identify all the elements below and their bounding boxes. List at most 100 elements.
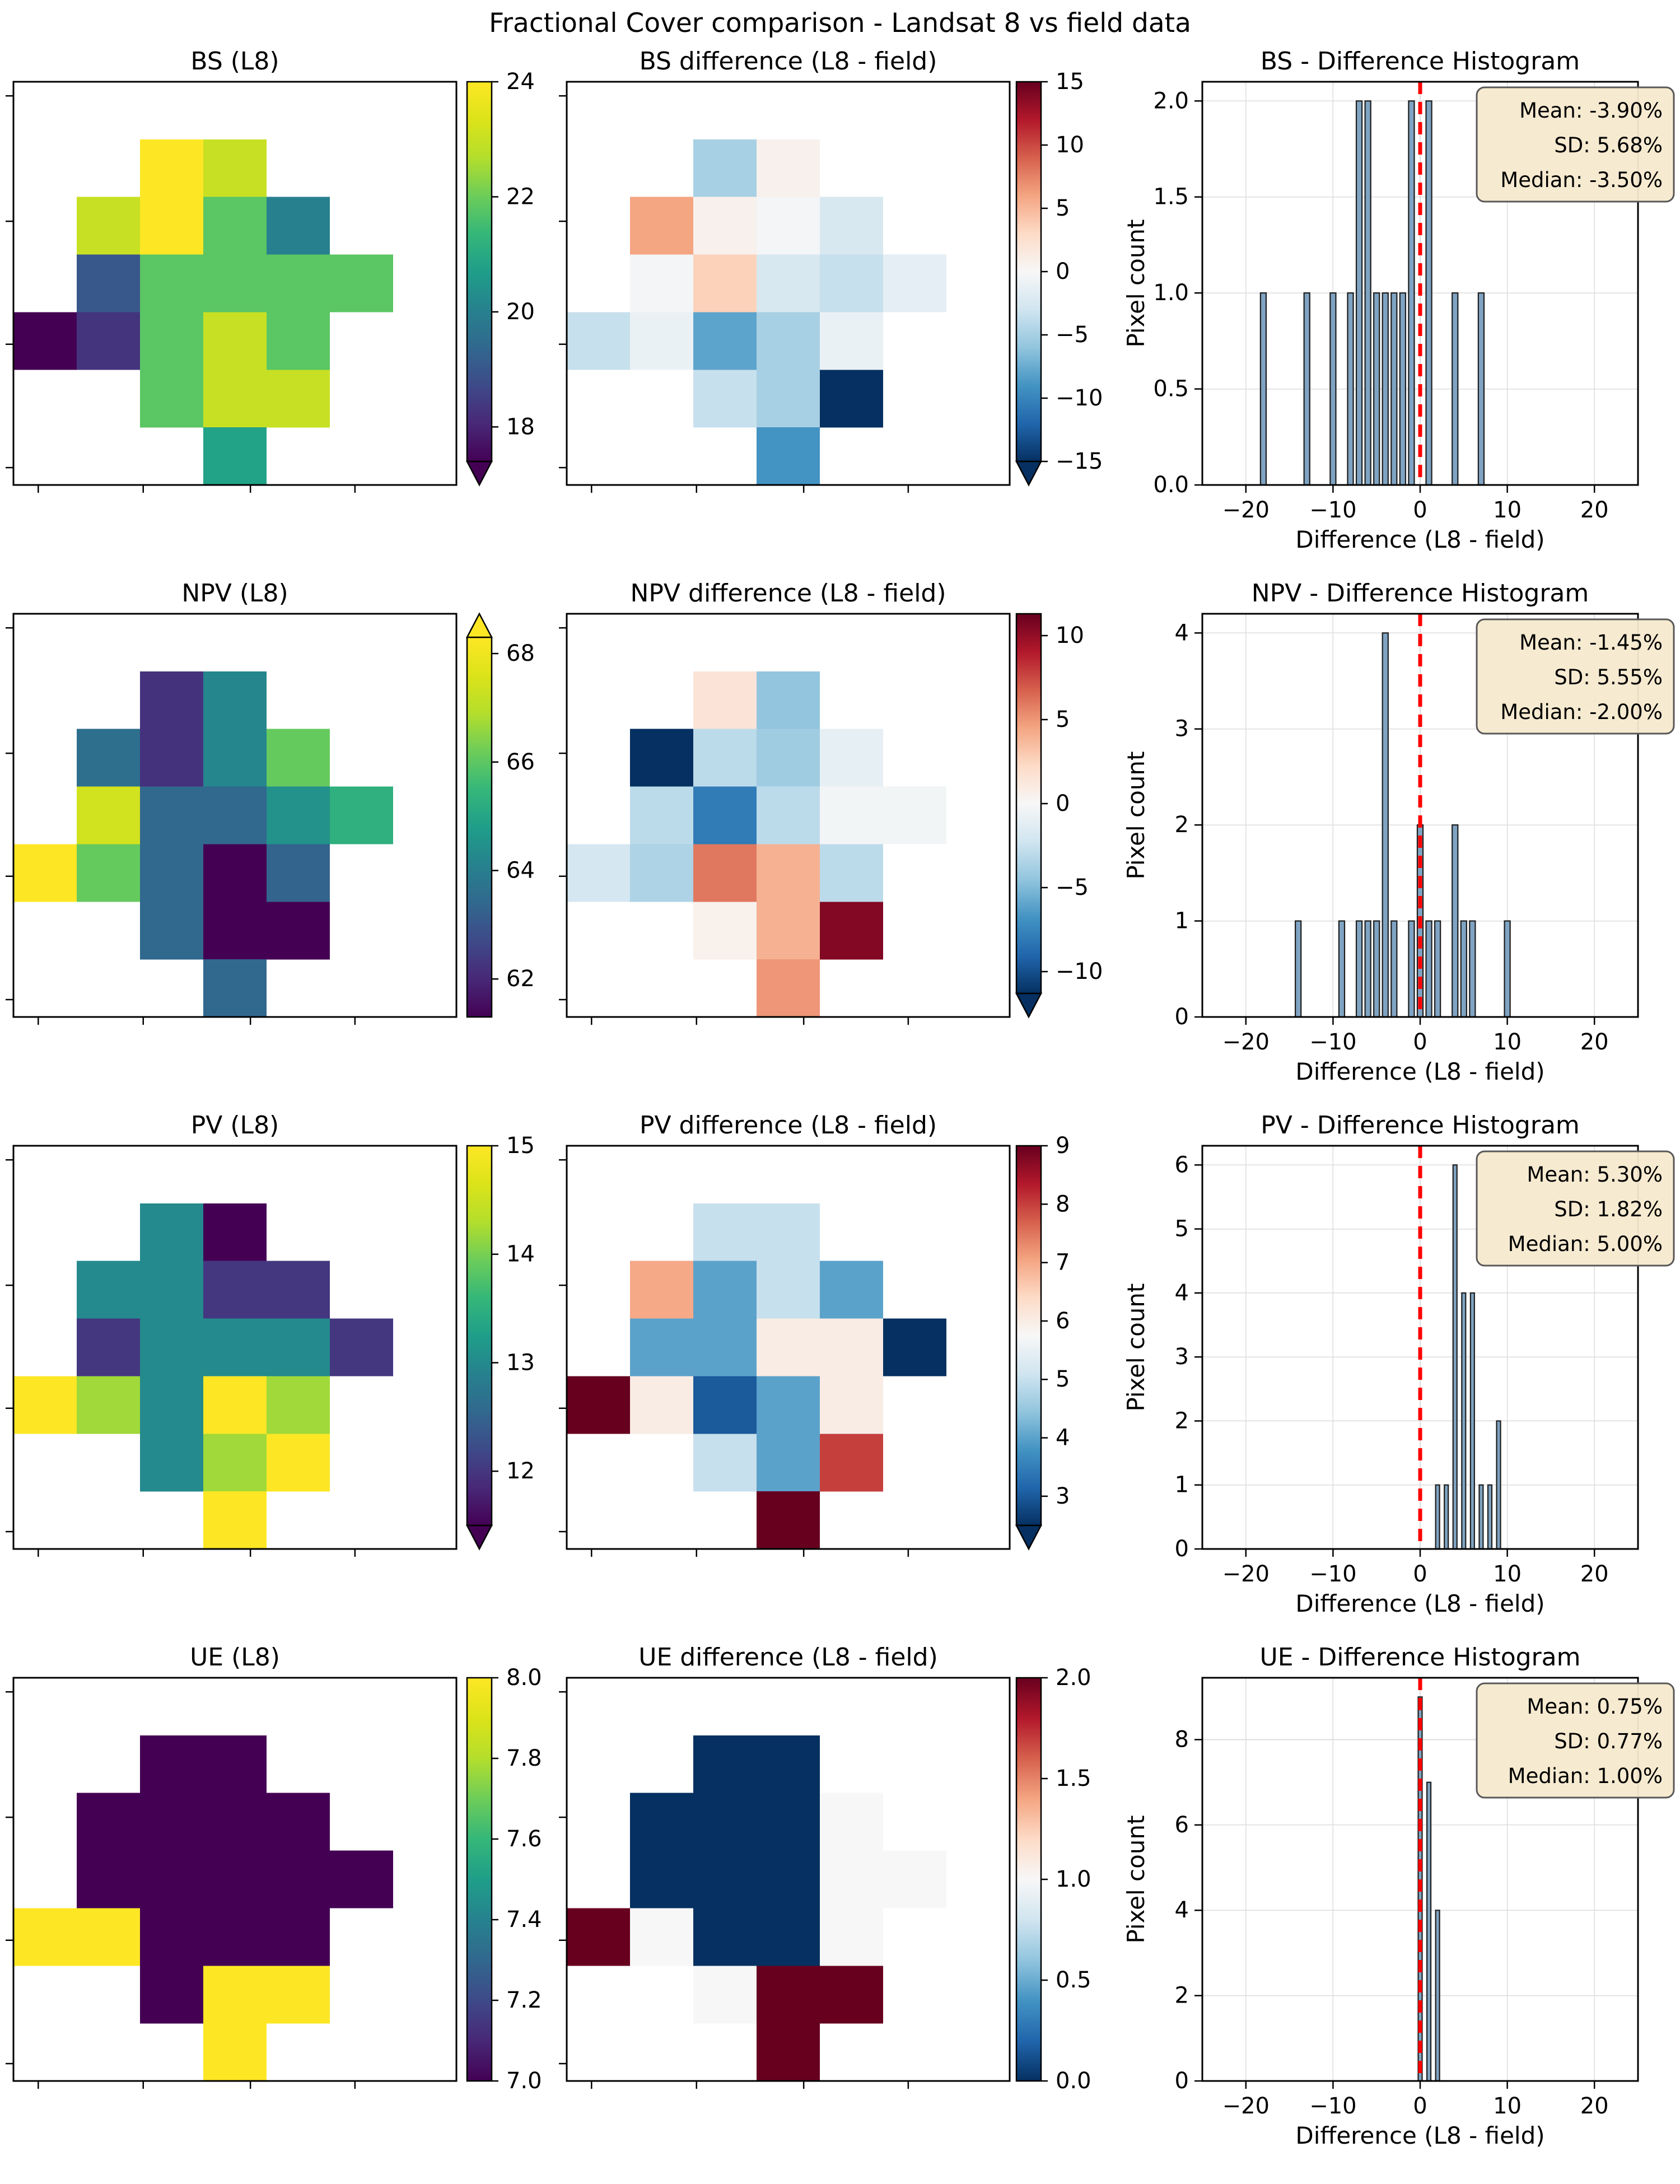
axes-frame: [12, 1145, 458, 1550]
axes-frame: [12, 1677, 458, 2082]
colorbar-arrow-min: [1015, 992, 1043, 1019]
panel-title: PV (L8): [191, 1111, 279, 1140]
heatmap-cell: [757, 1318, 820, 1376]
heatmap-cell: [203, 1908, 267, 1966]
panel-pv-hist: PV - Difference Histogram −20 −10 0 10 20 0 1 2 3…: [1122, 1111, 1675, 1617]
y-tick-label: 4: [1175, 1897, 1189, 1923]
heatmap-cell: [267, 197, 330, 255]
heatmap-cell: [757, 139, 820, 197]
heatmap-cell: [630, 312, 693, 370]
histogram-bar: [1434, 920, 1441, 1018]
heatmap-cell: [13, 1376, 77, 1434]
heatmap-cell: [757, 844, 820, 902]
heatmap-cell: [140, 1203, 203, 1261]
panel-title: UE (L8): [190, 1643, 280, 1672]
y-tick-label: 0: [1175, 1536, 1189, 1562]
heatmap-cell: [203, 844, 267, 902]
heatmap-cell: [267, 1793, 330, 1851]
panel-ue-l8: UE (L8) 8.0 7.8 7.6 7.4 7.2 7.0: [6, 1643, 542, 2094]
colorbar-tick-label: 5: [1056, 1366, 1070, 1392]
y-axis-label: Pixel count: [1122, 220, 1150, 348]
panel-title: UE - Difference Histogram: [1260, 1643, 1581, 1672]
x-tick-label: 10: [1493, 497, 1522, 523]
heatmap-cell: [77, 1261, 140, 1319]
histogram-bar: [1477, 292, 1485, 486]
heatmap-cell: [77, 312, 140, 370]
colorbar-tick-label: 7.8: [506, 1746, 542, 1771]
heatmap-cell: [77, 729, 140, 787]
colorbar-tick-label: 20: [506, 299, 535, 325]
colorbar: [1015, 81, 1042, 463]
heatmap-cell: [630, 786, 693, 844]
colorbar-tick-label: 8: [1056, 1191, 1070, 1217]
panel-ue-diff: UE difference (L8 - field) 2.0 1.5 1.0 0.5 0.…: [559, 1643, 1091, 2094]
colorbar-tick-label: 24: [506, 69, 535, 95]
x-tick-label: 0: [1413, 1029, 1427, 1055]
heatmap-cell: [203, 1318, 267, 1376]
colorbar-tick-label: 12: [506, 1458, 535, 1484]
heatmap-cell: [203, 729, 267, 787]
heatmap-cell: [203, 370, 267, 428]
x-tick-label: 20: [1580, 1029, 1609, 1055]
stats-line: SD: 5.55%: [1554, 665, 1663, 689]
heatmap-cell: [693, 1908, 757, 1966]
axes-frame: [566, 1145, 1011, 1550]
colorbar-tick-label: 0.0: [1056, 2068, 1091, 2094]
y-axis-label: Pixel count: [1122, 1816, 1150, 1944]
heatmap-cell: [757, 729, 820, 787]
axes-frame: [12, 81, 458, 486]
heatmap-cell: [630, 197, 693, 255]
x-tick-label: 20: [1580, 2093, 1609, 2119]
histogram-bar: [1390, 292, 1398, 486]
histogram-bar: [1425, 920, 1432, 1018]
heatmap-cell: [820, 844, 883, 902]
heatmap-cell: [693, 1793, 757, 1851]
heatmap-cell: [567, 1376, 630, 1434]
histogram-bar: [1390, 920, 1398, 1018]
heatmap-cell: [267, 1434, 330, 1492]
heatmap-cell: [757, 1966, 820, 2024]
colorbar-tick-label: 4: [1056, 1425, 1070, 1451]
histogram-bar: [1303, 292, 1310, 486]
y-tick-label: 8: [1175, 1726, 1189, 1752]
colorbar-tick-label: 10: [1056, 623, 1084, 648]
y-tick-label: 0: [1175, 1004, 1189, 1030]
heatmap-cell: [203, 1434, 267, 1492]
x-tick-label: −20: [1222, 2093, 1270, 2119]
heatmap-cell: [77, 197, 140, 255]
stats-line: Median: -2.00%: [1500, 700, 1663, 724]
y-tick-label: 5: [1175, 1216, 1189, 1242]
histogram-bar: [1329, 292, 1337, 486]
y-tick-label: 1.0: [1153, 280, 1189, 306]
x-tick-label: 0: [1413, 2093, 1427, 2119]
colorbar-tick-label: −10: [1056, 385, 1103, 411]
colorbar-tick-label: 1.5: [1056, 1766, 1091, 1791]
heatmap-cell: [140, 1735, 203, 1793]
y-tick-label: 2: [1175, 1408, 1189, 1434]
x-tick-label: 0: [1413, 497, 1427, 523]
colorbar-arrow-min: [1015, 1524, 1043, 1551]
heatmap-cell: [693, 1203, 757, 1261]
heatmap-cell: [693, 1318, 757, 1376]
panel-pv-diff: PV difference (L8 - field) 9 8 7 6 5 4 3: [559, 1111, 1070, 1557]
heatmap-cell: [567, 844, 630, 902]
heatmap-cell: [77, 1376, 140, 1434]
heatmap-cell: [203, 1376, 267, 1434]
colorbar-arrow-max: [465, 612, 493, 638]
histogram-bar: [1408, 100, 1415, 486]
x-tick-label: 0: [1413, 1561, 1427, 1587]
heatmap-cell: [203, 254, 267, 312]
y-tick-label: 0.5: [1153, 376, 1189, 402]
heatmap-cell: [140, 902, 203, 960]
heatmap-cell: [757, 197, 820, 255]
heatmap-cell: [140, 370, 203, 428]
heatmap-cell: [693, 671, 757, 729]
heatmap-cell: [140, 139, 203, 197]
colorbar-arrow-min: [465, 1524, 493, 1551]
colorbar-tick-label: 2.0: [1056, 1665, 1091, 1691]
panel-bs-diff: BS difference (L8 - field) 15 10 5 0 −5 −10 −15: [559, 47, 1103, 493]
panel-title: PV difference (L8 - field): [640, 1111, 937, 1140]
histogram-bar: [1435, 1910, 1440, 2082]
stats-line: Mean: 5.30%: [1527, 1163, 1663, 1187]
heatmap-cell: [140, 671, 203, 729]
